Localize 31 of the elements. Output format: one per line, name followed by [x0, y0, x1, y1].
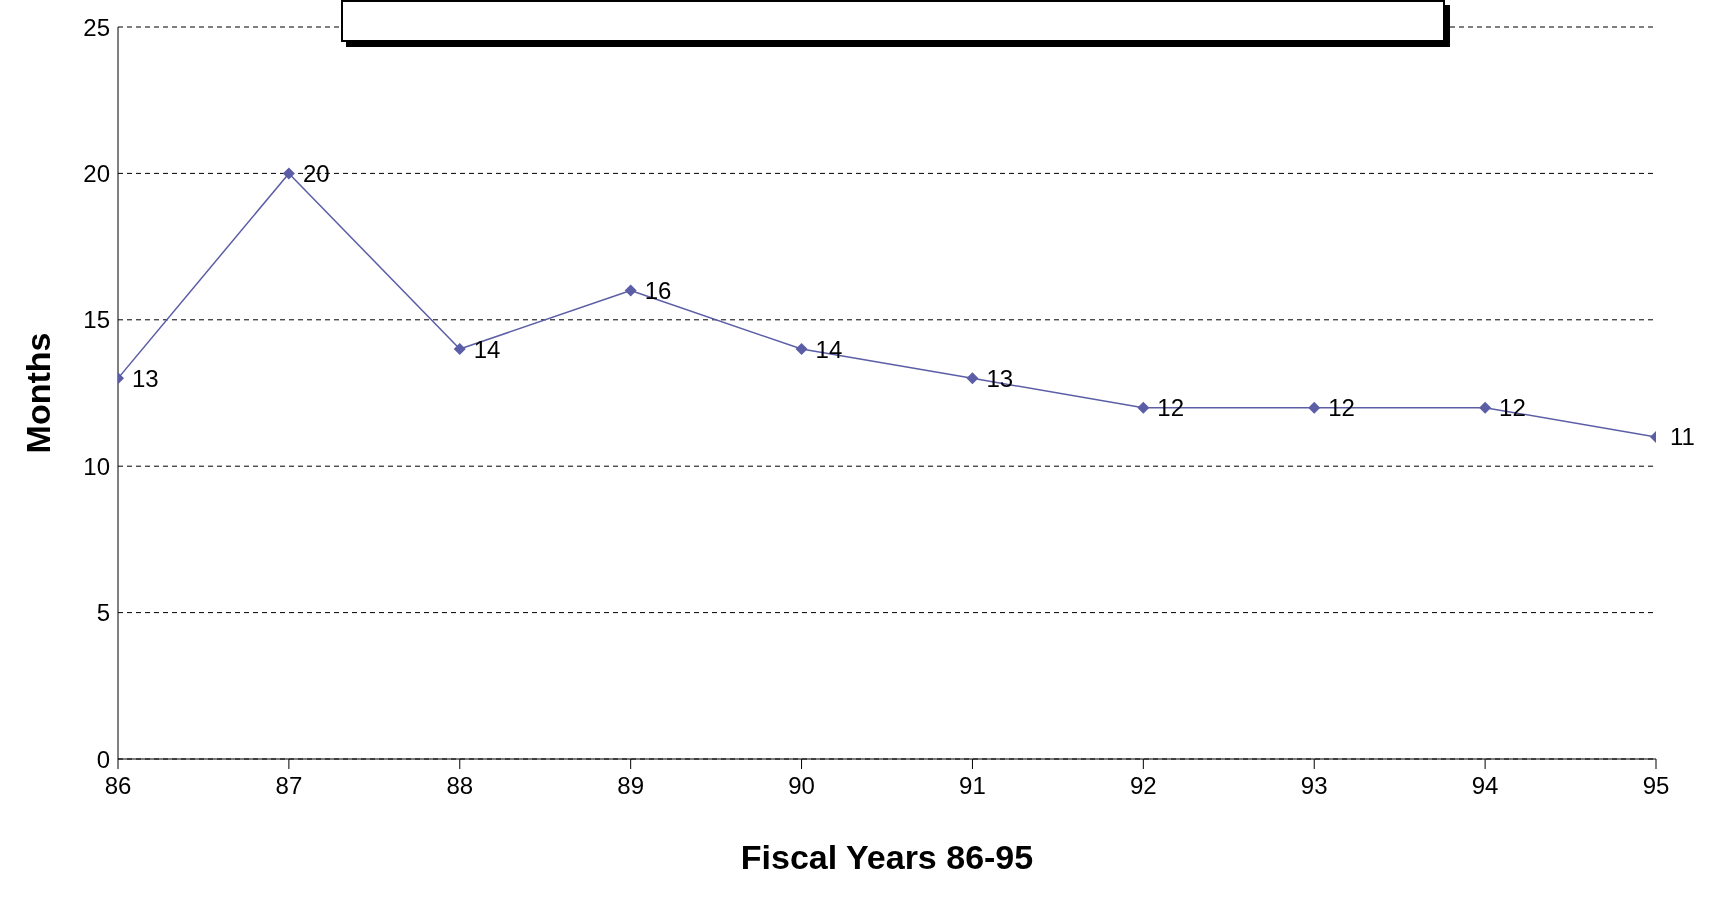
x-tick-label: 91: [959, 772, 986, 800]
point: [453, 343, 466, 356]
x-tick-label: 87: [275, 772, 303, 800]
x-tick-label: 88: [446, 772, 474, 800]
x-tick-label: 92: [1129, 772, 1157, 800]
data-label: 20: [302, 159, 330, 187]
y-tick-label: 15: [83, 306, 110, 334]
x-tick-label: 94: [1471, 772, 1499, 800]
x-tick-label: 86: [104, 772, 132, 800]
point: [1479, 401, 1492, 414]
y-tick-label: 0: [96, 745, 110, 773]
x-tick-label: 93: [1300, 772, 1328, 800]
point: [1137, 401, 1150, 414]
data-label: 14: [473, 335, 501, 363]
y-tick-label: 5: [96, 599, 110, 627]
x-axis-title: Fiscal Years 86-95: [740, 838, 1034, 876]
point: [624, 284, 637, 297]
point: [966, 372, 979, 385]
y-axis-title: Months: [19, 332, 58, 454]
point: [1308, 401, 1321, 414]
point: [282, 167, 295, 180]
data-label: 16: [644, 277, 672, 305]
y-tick-label: 20: [83, 159, 110, 187]
y-tick-label: 25: [83, 13, 110, 41]
point: [795, 343, 808, 356]
y-tick-label: 10: [83, 452, 110, 480]
data-label: 11: [1670, 423, 1695, 451]
x-tick-label: 95: [1642, 772, 1670, 800]
x-tick-label: 90: [788, 772, 815, 800]
data-label: 13: [132, 364, 159, 392]
x-tick-label: 89: [617, 772, 645, 800]
